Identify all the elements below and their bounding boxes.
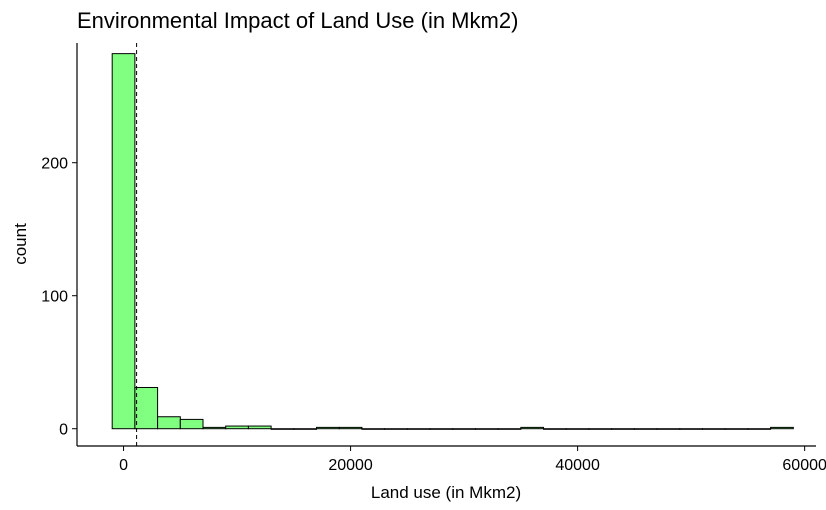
histogram-bar <box>338 426 363 430</box>
histogram-bar <box>701 428 726 430</box>
y-tick-label: 0 <box>59 422 68 439</box>
histogram-bar <box>724 428 749 430</box>
histogram-bar <box>429 428 454 430</box>
histogram-bar <box>747 428 772 430</box>
y-axis-title: count <box>11 223 30 265</box>
histogram-bar <box>384 428 408 430</box>
histogram-bar <box>406 428 431 430</box>
histogram-bar <box>157 416 181 430</box>
histogram-bar <box>225 425 249 430</box>
histogram-bar <box>679 428 703 430</box>
histogram-bar <box>611 428 635 430</box>
histogram-bar <box>111 53 136 430</box>
histogram-bar <box>179 418 204 430</box>
x-axis-title: Land use (in Mkm2) <box>371 483 521 502</box>
histogram-bar <box>656 428 681 430</box>
x-tick-label: 0 <box>119 457 128 474</box>
histogram-bar <box>770 426 794 430</box>
histogram-bar <box>520 426 545 430</box>
histogram-bar <box>452 428 476 430</box>
chart-title: Environmental Impact of Land Use (in Mkm… <box>77 8 518 33</box>
histogram-bar <box>134 386 159 430</box>
axes-group: 0 20000 40000 60000 0 100 200 <box>41 43 826 474</box>
histogram-bar <box>293 428 318 430</box>
histogram-bar <box>497 428 522 430</box>
histogram-bar <box>474 428 499 430</box>
histogram-bar <box>316 426 340 430</box>
histogram-bar <box>543 428 567 430</box>
histogram-bar <box>633 428 658 430</box>
bars-group <box>111 53 794 430</box>
histogram-bar <box>588 428 613 430</box>
x-tick-label: 40000 <box>555 457 600 474</box>
histogram-bar <box>247 425 272 430</box>
y-tick-label: 200 <box>41 156 68 173</box>
y-tick-label: 100 <box>41 289 68 306</box>
x-tick-label: 20000 <box>328 457 373 474</box>
histogram-bar <box>361 428 386 430</box>
histogram-bar <box>202 426 227 430</box>
histogram-bar <box>565 428 590 430</box>
x-tick-label: 60000 <box>782 457 826 474</box>
histogram-bar <box>270 428 295 430</box>
